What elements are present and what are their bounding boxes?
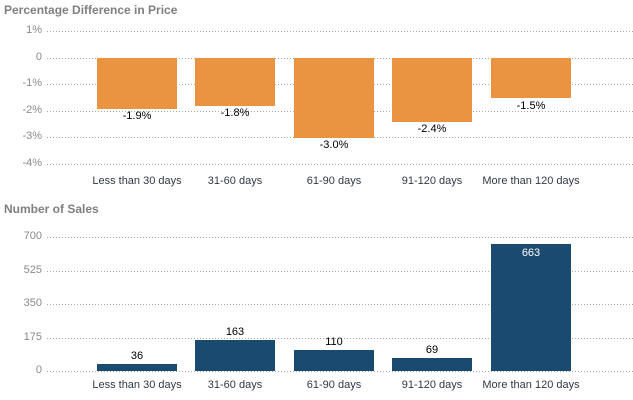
bar-value-label: 69 [425,344,439,356]
x-axis-category-label: 91-120 days [401,379,463,391]
bar-value-label: 663 [521,247,541,259]
plot-area: 1% 0 -1% -2% -3% -4% -1.9% Less than 30 days -1.… [0,0,633,196]
bar-less-than-30-days[interactable] [97,364,177,371]
x-axis-category-label: More than 120 days [482,175,580,187]
y-axis-tick-label: 175 [23,331,42,343]
y-axis-tick-label: -2% [22,104,42,116]
bar-31-60-days[interactable] [195,58,275,106]
gridline [47,137,633,139]
y-axis-tick-label: -1% [22,77,42,89]
bar-more-than-120-days[interactable] [491,58,571,98]
x-axis-category-label: 31-60 days [207,379,263,391]
bar-value-label: -2.4% [417,123,447,135]
chart-percentage-difference-in-price: Percentage Difference in Price 1% 0 -1% -2%… [0,0,633,196]
y-axis-tick-label: 350 [23,297,42,309]
x-axis-category-label: 91-120 days [401,175,463,187]
gridline [47,31,633,33]
gridline [47,271,633,273]
y-axis-tick-label: 0 [35,364,42,376]
y-axis-tick-label: -4% [22,157,42,169]
bar-value-label: -1.5% [516,100,546,112]
y-axis-tick-label: 700 [23,230,42,242]
bar-more-than-120-days[interactable] [491,244,571,371]
x-axis-category-label: Less than 30 days [92,175,182,187]
bar-61-90-days[interactable] [294,350,374,371]
chart-title: Number of Sales [4,202,99,216]
x-axis-category-label: 61-90 days [306,379,362,391]
y-axis-tick-label: 1% [26,24,42,36]
bar-91-120-days[interactable] [392,58,472,122]
y-axis-tick-label: -3% [22,130,42,142]
gridline [47,371,633,373]
gridline [47,237,633,239]
x-axis-category-label: More than 120 days [482,379,580,391]
gridline [47,304,633,306]
y-axis-tick-label: 525 [23,264,42,276]
bar-61-90-days[interactable] [294,58,374,138]
plot-area: 700 525 350 175 0 36 Less than 30 days 163 31-60… [0,196,633,400]
x-axis-category-label: Less than 30 days [92,379,182,391]
gridline [47,164,633,166]
bar-value-label: -1.9% [122,110,152,122]
x-axis-category-label: 31-60 days [207,175,263,187]
chart-number-of-sales: Number of Sales 700 525 350 175 0 36 Less than… [0,196,633,400]
chart-title: Percentage Difference in Price [4,3,178,17]
bar-value-label: 110 [325,336,343,348]
bar-91-120-days[interactable] [392,358,472,371]
bar-value-label: -3.0% [319,139,349,151]
bar-31-60-days[interactable] [195,340,275,371]
gridline [47,338,633,340]
bar-less-than-30-days[interactable] [97,58,177,109]
bar-value-label: 163 [225,326,245,338]
bar-value-label: 36 [130,350,144,362]
y-axis-tick-label: 0 [35,51,42,63]
x-axis-category-label: 61-90 days [306,175,362,187]
bar-value-label: -1.8% [220,107,250,119]
